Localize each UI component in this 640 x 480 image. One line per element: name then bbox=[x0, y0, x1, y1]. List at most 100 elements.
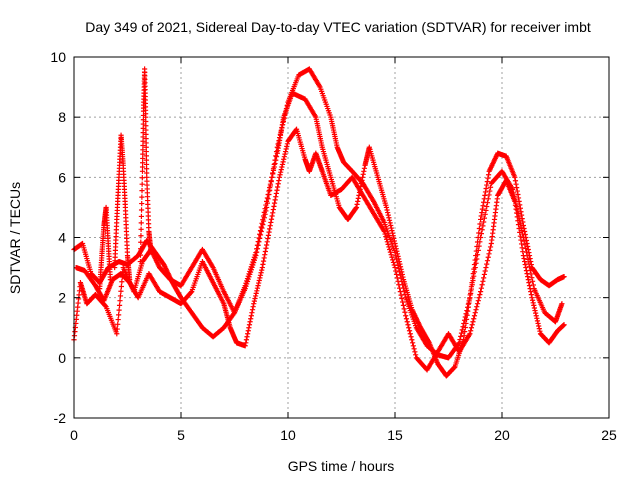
data-point-marker bbox=[270, 171, 276, 177]
data-point-marker bbox=[523, 264, 529, 271]
data-point-marker bbox=[468, 284, 475, 290]
data-point-marker bbox=[476, 295, 482, 301]
data-point-marker bbox=[478, 285, 484, 291]
data-point-marker bbox=[393, 268, 399, 274]
data-point-marker bbox=[393, 243, 399, 249]
data-point-marker bbox=[118, 283, 124, 290]
data-point-marker bbox=[273, 190, 279, 197]
data-point-marker bbox=[477, 292, 483, 298]
data-point-marker bbox=[116, 307, 122, 313]
data-point-marker bbox=[533, 313, 539, 319]
data-point-marker bbox=[413, 352, 419, 358]
data-point-marker bbox=[257, 272, 264, 278]
data-point-marker bbox=[260, 217, 266, 223]
data-point-marker bbox=[260, 261, 266, 267]
data-point-marker bbox=[398, 292, 404, 298]
data-point-marker bbox=[399, 295, 405, 302]
data-point-marker bbox=[267, 185, 273, 191]
data-point-marker bbox=[246, 271, 252, 277]
data-point-marker bbox=[268, 216, 275, 222]
data-point-marker bbox=[270, 167, 277, 174]
data-point-marker bbox=[137, 252, 144, 258]
data-point-marker bbox=[470, 319, 476, 325]
data-point-marker bbox=[406, 328, 413, 334]
data-point-marker bbox=[399, 269, 405, 275]
data-point-marker bbox=[255, 283, 261, 289]
data-point-marker bbox=[410, 343, 416, 349]
data-point-marker bbox=[107, 277, 113, 283]
data-point-marker bbox=[245, 331, 251, 337]
series-spike-2h bbox=[112, 132, 133, 283]
data-point-marker bbox=[271, 164, 277, 170]
data-point-marker bbox=[265, 191, 271, 198]
data-point-marker bbox=[476, 230, 482, 236]
data-point-marker bbox=[469, 322, 475, 328]
data-point-marker bbox=[526, 283, 533, 289]
data-point-marker bbox=[275, 181, 281, 187]
data-point-marker bbox=[256, 277, 262, 284]
data-point-marker bbox=[117, 293, 124, 299]
data-point-marker bbox=[464, 312, 470, 318]
data-point-marker bbox=[264, 195, 270, 201]
data-point-marker bbox=[391, 235, 397, 241]
data-point-marker bbox=[561, 274, 567, 280]
data-point-marker bbox=[522, 228, 528, 235]
data-point-marker bbox=[482, 268, 488, 274]
data-point-marker bbox=[530, 282, 536, 288]
series-spike-1h bbox=[97, 204, 113, 292]
data-point-marker bbox=[390, 233, 396, 239]
data-point-marker bbox=[383, 234, 389, 240]
data-point-marker bbox=[394, 248, 400, 254]
data-point-marker bbox=[266, 188, 272, 194]
data-point-marker bbox=[271, 200, 278, 206]
data-point-marker bbox=[478, 213, 484, 219]
data-point-marker bbox=[263, 245, 269, 251]
data-point-marker bbox=[385, 209, 391, 216]
data-point-marker bbox=[246, 325, 252, 331]
data-point-marker bbox=[254, 242, 261, 248]
data-point-marker bbox=[116, 312, 122, 318]
data-point-marker bbox=[512, 178, 519, 184]
data-point-marker bbox=[118, 288, 124, 294]
data-point-marker bbox=[470, 275, 476, 281]
data-point-marker bbox=[470, 271, 476, 277]
data-point-marker bbox=[353, 205, 359, 211]
data-point-marker bbox=[537, 328, 543, 334]
data-point-marker bbox=[482, 189, 489, 195]
data-point-marker bbox=[397, 261, 403, 267]
data-point-marker bbox=[481, 271, 488, 278]
data-point-marker bbox=[283, 146, 289, 152]
data-point-marker bbox=[389, 230, 396, 236]
data-point-marker bbox=[515, 222, 522, 228]
data-point-marker bbox=[474, 304, 480, 310]
x-tick-label: 15 bbox=[387, 427, 403, 443]
data-point-marker bbox=[525, 243, 531, 250]
data-point-marker bbox=[481, 199, 487, 205]
data-point-marker bbox=[264, 242, 270, 248]
data-point-marker bbox=[284, 143, 290, 149]
data-point-marker bbox=[514, 214, 520, 220]
data-point-marker bbox=[278, 169, 284, 175]
data-point-marker bbox=[481, 219, 487, 225]
data-point-marker bbox=[515, 218, 521, 224]
data-point-marker bbox=[484, 182, 490, 188]
data-point-marker bbox=[268, 178, 274, 184]
data-point-marker bbox=[534, 318, 541, 324]
data-point-marker bbox=[512, 202, 519, 208]
data-point-marker bbox=[531, 302, 537, 309]
data-point-marker bbox=[486, 251, 492, 257]
data-point-marker bbox=[477, 221, 483, 227]
data-point-marker bbox=[479, 282, 485, 288]
data-point-marker bbox=[458, 330, 465, 336]
data-point-marker bbox=[388, 225, 394, 231]
data-point-marker bbox=[127, 277, 133, 283]
data-point-marker bbox=[528, 261, 534, 268]
data-point-marker bbox=[529, 278, 536, 284]
series-trace-3 bbox=[73, 126, 567, 373]
data-point-marker bbox=[115, 316, 121, 323]
data-point-marker bbox=[261, 255, 267, 261]
data-series bbox=[71, 66, 567, 379]
data-point-marker bbox=[280, 159, 286, 165]
data-point-marker bbox=[466, 296, 473, 302]
